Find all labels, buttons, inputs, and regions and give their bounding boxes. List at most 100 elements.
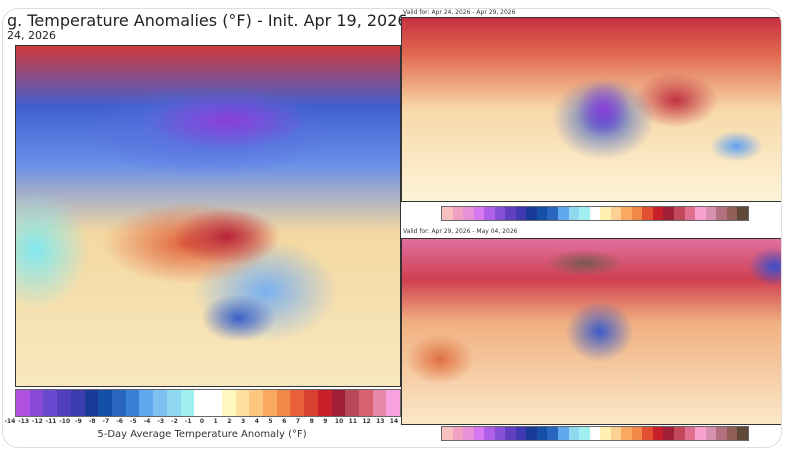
forecast-image-card: g. Temperature Anomalies (°F) - Init. Ap… (2, 8, 782, 448)
colorbar-tick-label: -4 (143, 418, 151, 425)
colorbar-swatch (579, 427, 590, 440)
colorbar-label: 5-Day Average Temperature Anomaly (°F) (97, 429, 307, 440)
colorbar-swatch (684, 427, 696, 440)
main-title: g. Temperature Anomalies (°F) - Init. Ap… (7, 11, 408, 30)
colorbar-tick-label: -13 (18, 418, 29, 425)
colorbar-swatch (642, 427, 653, 440)
colorbar-swatch (208, 390, 222, 416)
colorbar-tick-label: 4 (254, 418, 259, 425)
colorbar-tick-label: -2 (171, 418, 178, 425)
colorbar-swatch (125, 390, 140, 416)
colorbar-swatch (695, 207, 706, 220)
colorbar-swatch (290, 390, 305, 416)
colorbar-swatch (317, 390, 332, 416)
colorbar-swatch (568, 207, 580, 220)
colorbar-swatch (705, 427, 717, 440)
week2-anomaly-map (401, 238, 781, 425)
colorbar-swatch (579, 207, 590, 220)
colorbar-swatch (221, 390, 236, 416)
week1-anomaly-map (401, 17, 781, 202)
colorbar-swatch (558, 427, 569, 440)
colorbar-swatch (515, 427, 527, 440)
colorbar-swatch (166, 390, 181, 416)
week2-colorbar (441, 426, 749, 441)
colorbar-swatch (631, 207, 643, 220)
colorbar-tick-label: 3 (240, 418, 246, 425)
colorbar-swatch (674, 207, 685, 220)
colorbar-swatch (43, 390, 58, 416)
colorbar-tick-label: -12 (31, 418, 43, 425)
colorbar-swatch (249, 390, 263, 416)
colorbar-tick-label: 14 (389, 418, 399, 425)
colorbar-swatch (358, 390, 373, 416)
colorbar-tick-label: 6 (282, 418, 287, 425)
colorbar-tick-label: 13 (376, 418, 385, 425)
colorbar-swatch (98, 390, 113, 416)
colorbar-swatch (737, 427, 748, 440)
colorbar-tick-label: -3 (157, 418, 165, 425)
colorbar-swatch (558, 207, 569, 220)
colorbar-tick-label: 9 (323, 418, 328, 425)
colorbar-swatch (442, 207, 453, 220)
colorbar-swatch (642, 207, 653, 220)
colorbar-tick-label: -5 (129, 418, 137, 425)
colorbar-swatch (726, 427, 738, 440)
colorbar-swatch (473, 207, 485, 220)
colorbar-swatch (494, 427, 506, 440)
colorbar-swatch (568, 427, 580, 440)
colorbar-swatch (652, 207, 664, 220)
colorbar-tick-label: 2 (227, 418, 232, 425)
colorbar-tick-label: 5 (268, 418, 273, 425)
colorbar-swatch (304, 390, 318, 416)
colorbar-swatch (84, 390, 99, 416)
colorbar-tick-label: -9 (75, 418, 82, 425)
colorbar-tick-label: -11 (45, 418, 57, 425)
week1-colorbar (441, 206, 749, 221)
colorbar-tick-label: 0 (199, 418, 205, 425)
colorbar-swatch (16, 390, 30, 416)
colorbar-tick-label: -7 (102, 418, 110, 425)
colorbar-swatch (505, 427, 516, 440)
colorbar-swatch (621, 427, 632, 440)
colorbar-swatch (331, 390, 346, 416)
colorbar-tick-label: -10 (59, 418, 71, 425)
colorbar-tick-label: 8 (309, 418, 314, 425)
colorbar-swatch (610, 207, 622, 220)
colorbar-swatch (386, 390, 401, 416)
colorbar-swatch (484, 427, 495, 440)
colorbar-tick-label: -6 (116, 418, 123, 425)
colorbar-swatch (621, 207, 632, 220)
colorbar-tick-label: 12 (362, 418, 371, 425)
colorbar-tick-label: 7 (295, 418, 301, 425)
colorbar-swatch (526, 427, 537, 440)
colorbar-swatch (57, 390, 71, 416)
colorbar-swatch (345, 390, 359, 416)
top-right-valid-dates: Valid for: Apr 24, 2026 - Apr 29, 2026 (403, 9, 516, 16)
colorbar-tick-label: 1 (213, 418, 218, 425)
main-anomaly-map (15, 45, 401, 387)
colorbar-swatch (716, 427, 727, 440)
colorbar-swatch (547, 427, 559, 440)
colorbar-swatch (29, 390, 44, 416)
colorbar-swatch (515, 207, 527, 220)
colorbar-swatch (726, 207, 738, 220)
colorbar-swatch (452, 207, 464, 220)
colorbar-swatch (663, 427, 675, 440)
colorbar-tick-label: -8 (88, 418, 96, 425)
colorbar-swatch (463, 427, 474, 440)
colorbar-swatch (463, 207, 474, 220)
bottom-right-valid-dates: Valid for: Apr 29, 2026 - May 04, 2026 (403, 228, 518, 235)
colorbar-swatch (737, 207, 748, 220)
colorbar-swatch (610, 427, 622, 440)
colorbar-swatch (276, 390, 291, 416)
colorbar-tick-label: 10 (334, 418, 344, 425)
main-colorbar (15, 389, 401, 417)
colorbar-swatch (547, 207, 559, 220)
colorbar-swatch (70, 390, 85, 416)
colorbar-swatch (194, 390, 209, 416)
colorbar-swatch (180, 390, 195, 416)
colorbar-swatch (473, 427, 485, 440)
colorbar-swatch (705, 207, 717, 220)
colorbar-swatch (663, 207, 675, 220)
colorbar-swatch (112, 390, 126, 416)
